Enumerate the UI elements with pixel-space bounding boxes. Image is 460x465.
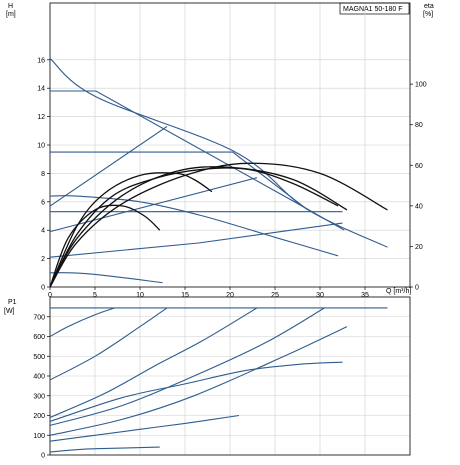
power-curve-9 <box>49 446 160 453</box>
eta-y-tick-label: 60 <box>415 163 423 170</box>
x-tick-label: 10 <box>136 292 144 299</box>
x-tick-label: 25 <box>271 292 279 299</box>
head-curve-5 <box>49 195 339 257</box>
eta-y-tick-label: 0 <box>415 285 419 292</box>
efficiency-curve-3 <box>49 167 339 288</box>
power-y-tick-label: 400 <box>33 374 45 381</box>
power-y-tick-label: 600 <box>33 334 45 341</box>
head-curve-9 <box>49 126 168 207</box>
head-y-tick-label: 4 <box>41 228 45 235</box>
power-y-tick-label: 0 <box>41 453 45 460</box>
head-curve-2 <box>50 90 345 231</box>
head-y-tick-label: 2 <box>41 256 45 263</box>
head-curve-7 <box>49 222 343 258</box>
head-y-tick-label: 10 <box>37 143 45 150</box>
power-y-tick-label: 200 <box>33 413 45 420</box>
x-tick-label: 0 <box>48 292 52 299</box>
head-y-tick-label: 14 <box>37 86 45 93</box>
power-curve-7 <box>49 361 343 422</box>
head-curve-6 <box>49 272 163 284</box>
power-y-tick-label: 100 <box>33 433 45 440</box>
q-axis-label: Q [m³/h] <box>386 288 411 295</box>
power-y-tick-label: 500 <box>33 354 45 361</box>
x-tick-label: 5 <box>93 292 97 299</box>
power-curve-3 <box>49 307 168 381</box>
power-curve-4 <box>49 307 258 419</box>
x-tick-label: 20 <box>226 292 234 299</box>
head-axis-label-line1: H <box>8 3 13 10</box>
efficiency-curve-5 <box>49 204 161 288</box>
power-y-tick-label: 700 <box>33 314 45 321</box>
power-curve-2 <box>49 307 115 337</box>
efficiency-curve-2 <box>49 166 348 288</box>
eta-y-tick-label: 100 <box>415 82 427 89</box>
head-axis-label-line2: [m] <box>6 11 16 18</box>
head-y-tick-label: 8 <box>41 171 45 178</box>
eta-y-tick-label: 80 <box>415 122 423 129</box>
head-y-tick-label: 6 <box>41 199 45 206</box>
x-tick-label: 30 <box>316 292 324 299</box>
head-y-tick-label: 0 <box>41 285 45 292</box>
eta-y-tick-label: 20 <box>415 244 423 251</box>
power-curve-8 <box>49 414 240 442</box>
power-curve-5 <box>49 307 325 426</box>
power-y-tick-label: 300 <box>33 393 45 400</box>
eta-axis-label-line1: eta <box>424 3 434 10</box>
x-tick-label: 35 <box>361 292 369 299</box>
product-label: MAGNA1 50-180 F <box>343 6 403 13</box>
product-label-box: MAGNA1 50-180 F <box>339 2 410 15</box>
head-y-tick-label: 12 <box>37 114 45 121</box>
power-axis-label-line2: [W] <box>4 308 15 315</box>
eta-axis-label-line2: [%] <box>423 11 433 18</box>
x-tick-label: 15 <box>181 292 189 299</box>
power-curve-6 <box>49 326 348 436</box>
power-axis-label-line1: P1 <box>8 299 17 306</box>
head-curve-3 <box>50 151 307 210</box>
eta-y-tick-label: 40 <box>415 203 423 210</box>
head-curve-8 <box>49 177 258 233</box>
head-y-tick-label: 16 <box>37 57 45 64</box>
